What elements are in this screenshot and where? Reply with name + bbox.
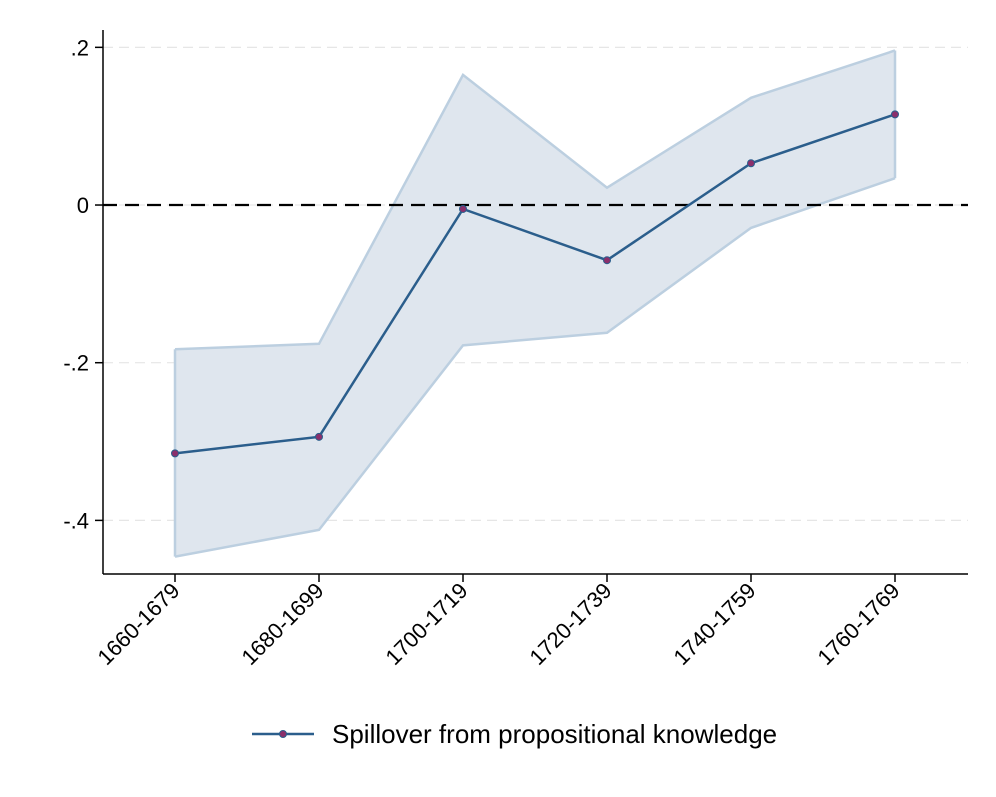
data-point — [891, 110, 899, 119]
legend: Spillover from propositional knowledge — [252, 719, 777, 749]
y-tick-label: -.4 — [63, 508, 89, 533]
legend-label: Spillover from propositional knowledge — [332, 719, 777, 749]
data-point — [747, 159, 755, 168]
series-markers — [171, 110, 899, 458]
y-tick-label: 0 — [77, 193, 89, 218]
data-point — [459, 204, 467, 213]
ci-band-area — [175, 50, 895, 557]
data-point — [603, 256, 611, 265]
series-line — [174, 113, 896, 455]
axes — [95, 30, 968, 582]
series-path — [174, 113, 896, 455]
x-tick-label: 1700-1719 — [380, 578, 472, 670]
data-point — [315, 432, 323, 441]
x-tick-label: 1680-1699 — [236, 578, 328, 670]
x-tick-label: 1720-1739 — [524, 578, 616, 670]
legend-marker-swatch — [279, 730, 287, 738]
ci-lower-edge — [174, 177, 896, 558]
data-point — [171, 449, 179, 458]
x-tick-label: 1760-1769 — [812, 578, 904, 670]
y-tick-label: .2 — [71, 35, 89, 60]
x-tick-label: 1740-1759 — [668, 578, 760, 670]
confidence-band — [173, 49, 897, 558]
ci-upper-edge — [174, 49, 896, 351]
x-tick-label: 1660-1679 — [92, 578, 184, 670]
y-tick-label: -.2 — [63, 351, 89, 376]
